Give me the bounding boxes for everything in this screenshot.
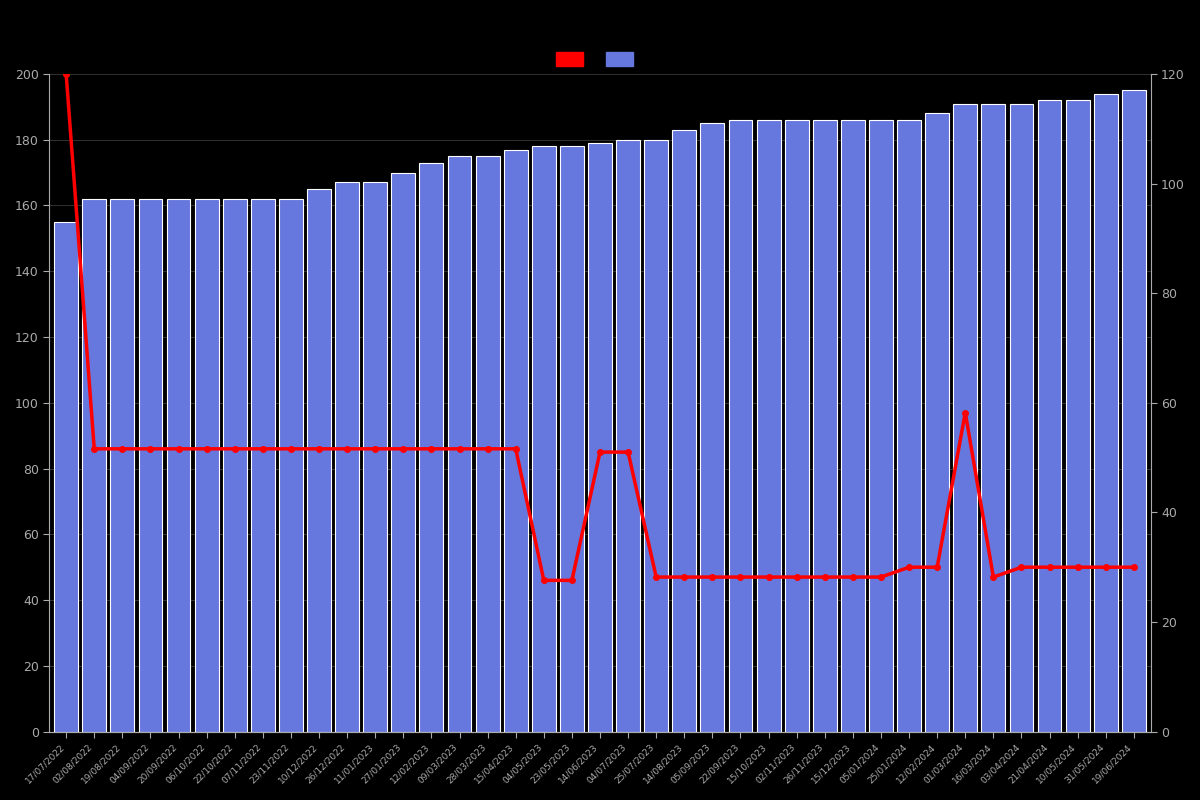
- Bar: [364, 182, 388, 732]
- Bar: [335, 182, 359, 732]
- Bar: [898, 120, 922, 732]
- Bar: [841, 120, 865, 732]
- Bar: [812, 120, 836, 732]
- Bar: [1094, 94, 1117, 732]
- Bar: [644, 140, 668, 732]
- Bar: [110, 199, 134, 732]
- Bar: [475, 156, 499, 732]
- Bar: [560, 146, 584, 732]
- Bar: [1122, 90, 1146, 732]
- Bar: [1038, 100, 1062, 732]
- Bar: [223, 199, 247, 732]
- Bar: [588, 143, 612, 732]
- Bar: [504, 150, 528, 732]
- Bar: [532, 146, 556, 732]
- Bar: [194, 199, 218, 732]
- Bar: [307, 189, 331, 732]
- Bar: [616, 140, 640, 732]
- Bar: [728, 120, 752, 732]
- Bar: [167, 199, 191, 732]
- Bar: [925, 114, 949, 732]
- Bar: [757, 120, 780, 732]
- Bar: [448, 156, 472, 732]
- Bar: [953, 103, 977, 732]
- Bar: [83, 199, 106, 732]
- Bar: [672, 130, 696, 732]
- Bar: [391, 173, 415, 732]
- Bar: [278, 199, 302, 732]
- Bar: [785, 120, 809, 732]
- Bar: [420, 162, 443, 732]
- Bar: [869, 120, 893, 732]
- Bar: [1066, 100, 1090, 732]
- Bar: [701, 123, 725, 732]
- Bar: [138, 199, 162, 732]
- Bar: [982, 103, 1006, 732]
- Bar: [251, 199, 275, 732]
- Bar: [1009, 103, 1033, 732]
- Bar: [54, 222, 78, 732]
- Legend: , : ,: [548, 45, 652, 74]
